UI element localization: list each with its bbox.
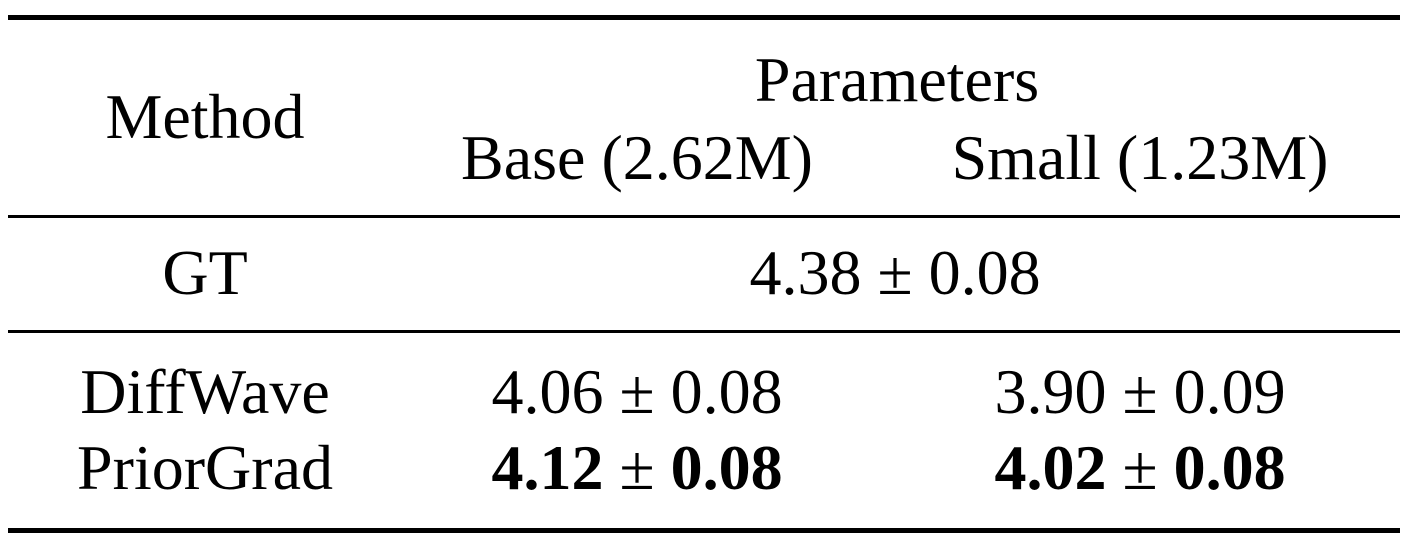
std: 0.09 <box>1173 356 1286 427</box>
value-cell: 4.06 ±0.08 <box>491 360 782 424</box>
value-cell: 4.02 ±0.08 <box>994 436 1285 500</box>
std: 0.08 <box>1173 432 1286 503</box>
mean: 3.90 <box>994 356 1107 427</box>
plus-minus: ± <box>1122 432 1158 503</box>
plus-minus: ± <box>619 356 655 427</box>
top-rule <box>8 15 1400 20</box>
value-cell: 3.90 ±0.09 <box>994 360 1285 424</box>
std: 0.08 <box>670 432 783 503</box>
row-method: PriorGrad <box>77 432 333 503</box>
mid-rule <box>8 330 1400 333</box>
header-column: Base (2.62M) <box>461 122 813 193</box>
mean: 4.06 <box>491 356 604 427</box>
mean: 4.38 <box>749 237 862 308</box>
row-method: DiffWave <box>80 356 330 427</box>
header-method: Method <box>105 81 305 152</box>
plus-minus: ± <box>619 432 655 503</box>
header-group: Parameters <box>754 44 1040 115</box>
row-method: GT <box>162 237 248 308</box>
mid-rule <box>8 215 1400 218</box>
mean: 4.02 <box>994 432 1107 503</box>
value-cell: 4.12 ±0.08 <box>491 436 782 500</box>
header-column: Small (1.23M) <box>951 122 1329 193</box>
plus-minus: ± <box>877 237 913 308</box>
std: 0.08 <box>928 237 1041 308</box>
plus-minus: ± <box>1122 356 1158 427</box>
std: 0.08 <box>670 356 783 427</box>
mean: 4.12 <box>491 432 604 503</box>
value-cell: 4.38 ±0.08 <box>749 241 1040 305</box>
bottom-rule <box>8 528 1400 533</box>
